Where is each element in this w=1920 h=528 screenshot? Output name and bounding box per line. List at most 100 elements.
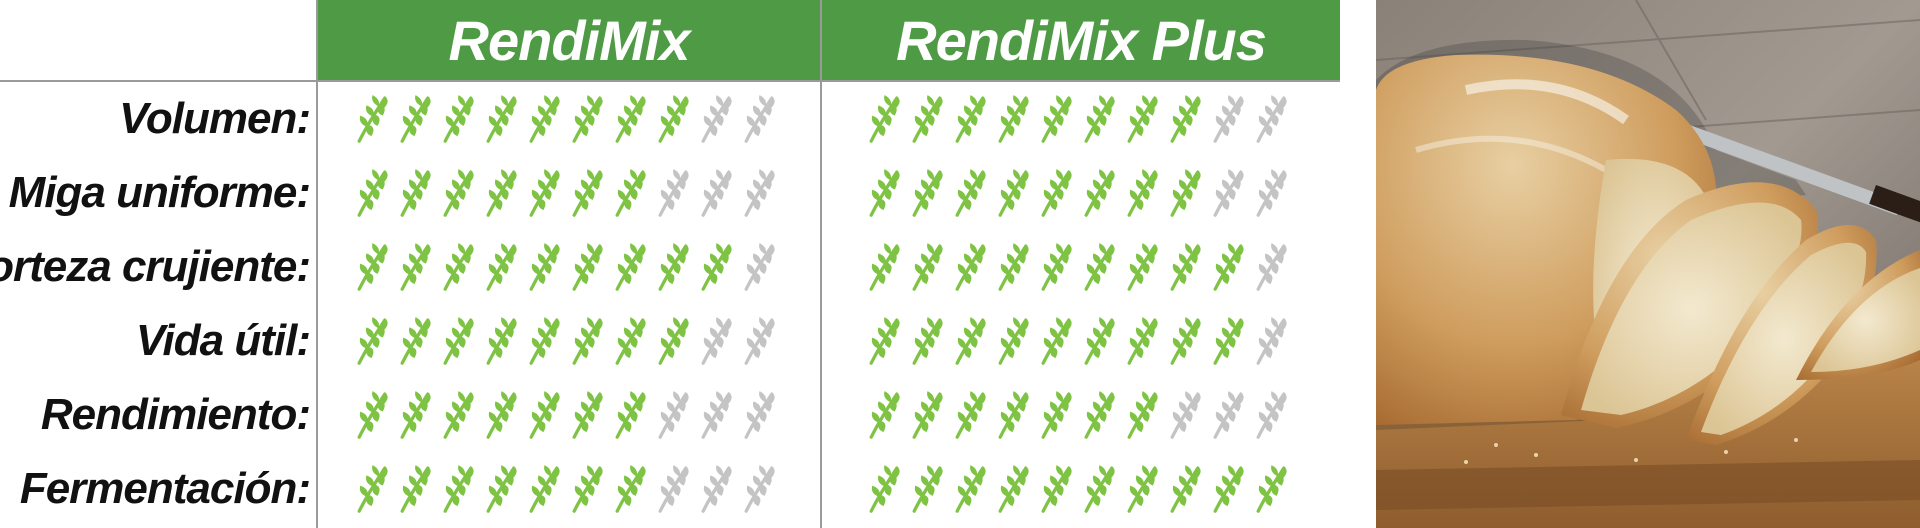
wheat-icon [864,240,905,294]
row-label: Corteza crujiente: [0,242,311,291]
wheat-icon [481,314,522,368]
wheat-icon [1208,166,1249,220]
rating-row-corteza-crujiente: Corteza crujiente: [0,230,1340,304]
wheat-icon [907,92,948,146]
rating-rendimix [352,156,780,230]
wheat-icon [1165,240,1206,294]
wheat-icon [1079,166,1120,220]
wheat-icon [653,240,694,294]
wheat-icon [1208,92,1249,146]
wheat-icon [864,314,905,368]
wheat-icon [438,462,479,516]
row-label: Volumen: [119,94,311,143]
wheat-icon [352,166,393,220]
wheat-icon [481,388,522,442]
wheat-icon [395,314,436,368]
wheat-icon [438,388,479,442]
wheat-icon [739,388,780,442]
wheat-icon [1122,240,1163,294]
wheat-icon [653,92,694,146]
wheat-icon [1036,92,1077,146]
row-label: Vida útil: [135,316,311,365]
rating-rendimix [352,230,780,304]
wheat-icon [1079,92,1120,146]
wheat-icon [1251,92,1292,146]
rating-rendimix-plus [864,304,1292,378]
wheat-icon [1208,388,1249,442]
wheat-icon [696,240,737,294]
column-divider [820,0,822,528]
wheat-icon [567,166,608,220]
wheat-icon [1036,462,1077,516]
wheat-icon [993,240,1034,294]
wheat-icon [1208,240,1249,294]
wheat-icon [438,314,479,368]
wheat-icon [1251,462,1292,516]
wheat-icon [438,92,479,146]
wheat-icon [993,462,1034,516]
wheat-icon [1165,314,1206,368]
rating-rendimix [352,452,780,526]
wheat-icon [438,166,479,220]
rating-row-vida-util: Vida útil: [0,304,1340,378]
wheat-icon [950,462,991,516]
wheat-icon [696,314,737,368]
wheat-icon [1208,462,1249,516]
wheat-icon [739,314,780,368]
rating-row-rendimiento: Rendimiento: [0,378,1340,452]
wheat-icon [1122,314,1163,368]
wheat-icon [1251,166,1292,220]
wheat-icon [395,92,436,146]
wheat-icon [864,462,905,516]
wheat-icon [524,388,565,442]
wheat-icon [567,388,608,442]
wheat-icon [1122,92,1163,146]
wheat-icon [352,92,393,146]
wheat-icon [1165,166,1206,220]
wheat-icon [1122,462,1163,516]
wheat-icon [395,388,436,442]
wheat-icon [1079,240,1120,294]
wheat-icon [1251,388,1292,442]
wheat-icon [524,462,565,516]
wheat-icon [1165,462,1206,516]
wheat-icon [907,240,948,294]
wheat-icon [950,388,991,442]
wheat-icon [610,388,651,442]
wheat-icon [1122,388,1163,442]
wheat-icon [567,92,608,146]
row-label: Miga uniforme: [8,168,311,217]
wheat-icon [993,166,1034,220]
wheat-icon [524,240,565,294]
wheat-icon [1036,240,1077,294]
wheat-icon [653,388,694,442]
wheat-icon [864,388,905,442]
wheat-icon [993,388,1034,442]
wheat-icon [653,314,694,368]
wheat-icon [481,462,522,516]
wheat-icon [1122,166,1163,220]
header-divider [0,80,1340,82]
rating-row-volumen: Volumen: [0,82,1340,156]
bread-photo [1376,0,1920,528]
rating-rendimix [352,82,780,156]
wheat-icon [950,240,991,294]
rating-rendimix-plus [864,452,1292,526]
row-label: Fermentación: [19,464,311,513]
wheat-icon [950,314,991,368]
wheat-icon [481,240,522,294]
wheat-icon [653,166,694,220]
wheat-icon [395,166,436,220]
wheat-icon [610,92,651,146]
rating-rendimix [352,304,780,378]
column-header-rendimix: RendiMix [318,0,820,80]
wheat-icon [1165,388,1206,442]
wheat-icon [864,92,905,146]
row-label: Rendimiento: [40,390,311,439]
wheat-icon [1036,166,1077,220]
wheat-icon [907,314,948,368]
wheat-icon [950,92,991,146]
wheat-icon [1036,314,1077,368]
wheat-icon [567,462,608,516]
wheat-icon [1208,314,1249,368]
